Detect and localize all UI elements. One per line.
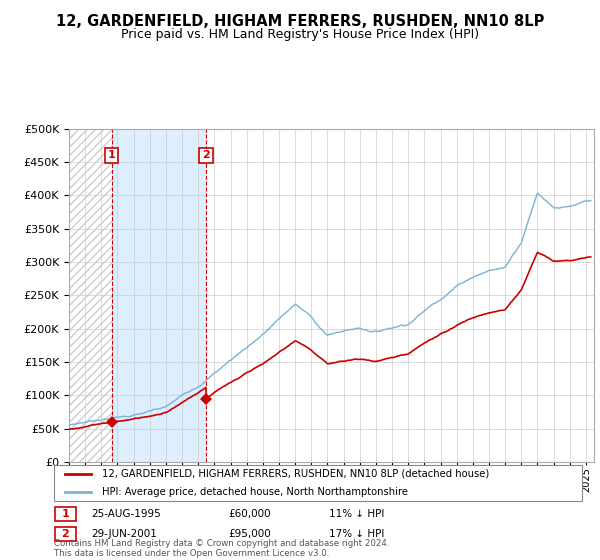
Text: 2: 2 <box>61 529 69 539</box>
Text: HPI: Average price, detached house, North Northamptonshire: HPI: Average price, detached house, Nort… <box>101 487 407 497</box>
FancyBboxPatch shape <box>54 465 582 501</box>
Text: £60,000: £60,000 <box>228 509 271 519</box>
Text: 11% ↓ HPI: 11% ↓ HPI <box>329 509 384 519</box>
Text: 17% ↓ HPI: 17% ↓ HPI <box>329 529 384 539</box>
Bar <box>112 129 206 462</box>
Text: 2: 2 <box>202 151 210 161</box>
FancyBboxPatch shape <box>55 528 76 542</box>
Text: 12, GARDENFIELD, HIGHAM FERRERS, RUSHDEN, NN10 8LP: 12, GARDENFIELD, HIGHAM FERRERS, RUSHDEN… <box>56 14 544 29</box>
Text: 12, GARDENFIELD, HIGHAM FERRERS, RUSHDEN, NN10 8LP (detached house): 12, GARDENFIELD, HIGHAM FERRERS, RUSHDEN… <box>101 469 489 479</box>
Text: 1: 1 <box>61 509 69 519</box>
Text: 29-JUN-2001: 29-JUN-2001 <box>91 529 157 539</box>
FancyBboxPatch shape <box>55 507 76 521</box>
Text: 25-AUG-1995: 25-AUG-1995 <box>91 509 161 519</box>
Text: 1: 1 <box>108 151 116 161</box>
Text: £95,000: £95,000 <box>228 529 271 539</box>
Text: Contains HM Land Registry data © Crown copyright and database right 2024.
This d: Contains HM Land Registry data © Crown c… <box>54 539 389 558</box>
Text: Price paid vs. HM Land Registry's House Price Index (HPI): Price paid vs. HM Land Registry's House … <box>121 28 479 41</box>
